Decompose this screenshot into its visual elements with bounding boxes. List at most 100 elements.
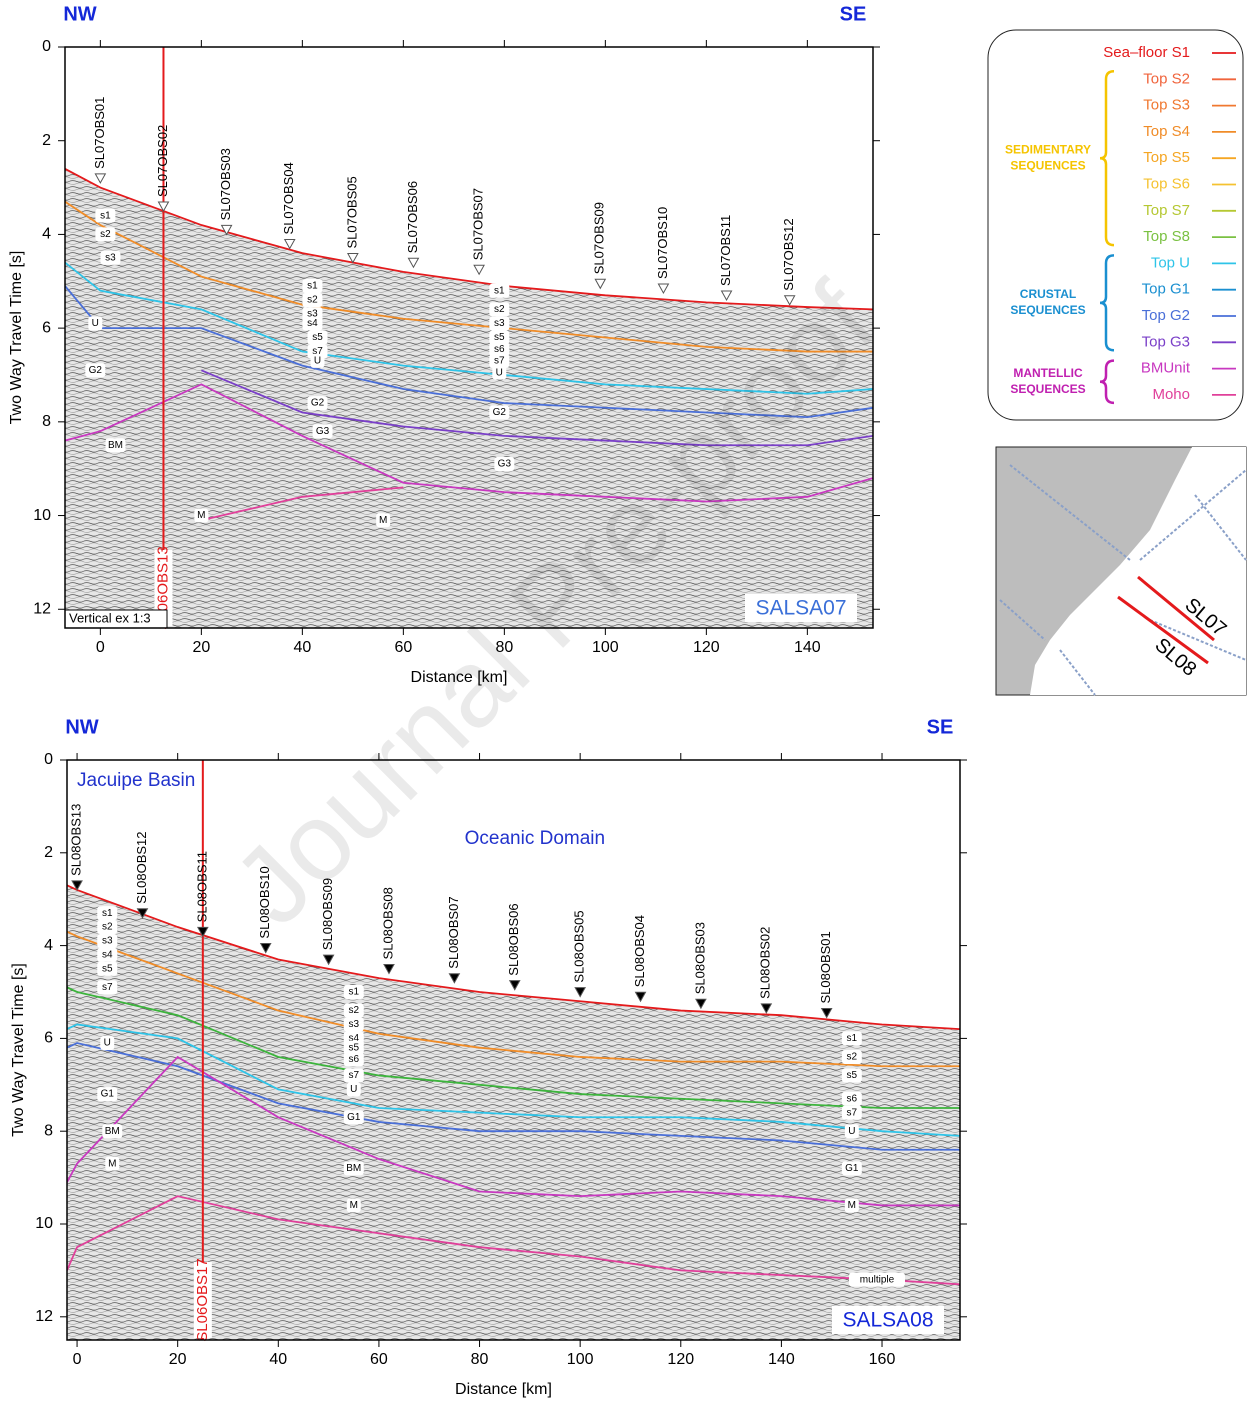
direction-label: NW (63, 3, 96, 25)
legend-box (988, 30, 1243, 420)
obs-label: SL07OBS03 (218, 148, 233, 220)
horizon-label: s3 (494, 318, 505, 329)
horizon-label: s2 (100, 229, 111, 240)
horizon-label: s1 (307, 281, 318, 292)
horizon-label: s3 (102, 936, 113, 947)
obs-label: SL07OBS09 (592, 202, 607, 274)
horizon-label: s2 (102, 922, 113, 933)
y-axis-label: Two Way Travel Time [s] (10, 963, 27, 1137)
y-tick-label: 10 (33, 507, 51, 524)
legend-label: Top S8 (1143, 228, 1190, 245)
horizon-label: s7 (494, 356, 505, 367)
horizon-label: s2 (847, 1052, 858, 1063)
horizon-label: U (350, 1084, 357, 1095)
x-tick-label: 120 (667, 1351, 694, 1368)
x-tick-label: 20 (192, 639, 210, 656)
horizon-label: G3 (316, 426, 330, 437)
obs-label: SL08OBS03 (692, 922, 707, 994)
legend-group-label: MANTELLIC (1013, 366, 1083, 380)
horizon-label: s7 (847, 1107, 858, 1118)
horizon-label: s3 (105, 252, 116, 263)
legend-label: Top S2 (1143, 70, 1190, 87)
horizon-label: BM (105, 1126, 120, 1137)
obs-label: SL08OBS13 (68, 804, 83, 876)
horizon-label: U (496, 367, 503, 378)
x-tick-label: 140 (794, 639, 821, 656)
obs-label: SL08OBS04 (632, 915, 647, 987)
horizon-label: s6 (494, 344, 505, 355)
horizon-label: M (350, 1200, 358, 1211)
obs-label: SL08OBS05 (572, 910, 587, 982)
horizon-label: s1 (494, 285, 505, 296)
horizon-label: U (104, 1038, 111, 1049)
figure: 020406080100120140024681012Distance [km]… (0, 0, 1249, 1405)
obs-label: SL08OBS07 (446, 896, 461, 968)
y-tick-label: 2 (44, 844, 53, 861)
horizon-label: s1 (847, 1033, 858, 1044)
obs-label: SL07OBS05 (344, 176, 359, 248)
profile-title: SALSA07 (755, 597, 846, 620)
horizon-label: s1 (102, 908, 113, 919)
legend-label: Top U (1151, 254, 1190, 271)
horizon-label: M (379, 515, 387, 526)
legend-label: Moho (1152, 386, 1190, 403)
y-tick-label: 0 (44, 751, 53, 768)
y-tick-label: 4 (42, 226, 51, 243)
annotation: Jacuipe Basin (77, 770, 195, 791)
x-tick-label: 40 (269, 1351, 287, 1368)
legend-group-label: SEQUENCES (1010, 158, 1085, 172)
obs-label: SL07OBS11 (718, 215, 733, 286)
horizon-label: s1 (100, 210, 111, 221)
legend-label: Top G1 (1142, 281, 1190, 298)
horizon-label: BM (346, 1163, 361, 1174)
horizon-label: G2 (89, 365, 103, 376)
horizon-label: U (92, 318, 99, 329)
horizon-label: s6 (348, 1054, 359, 1065)
x-tick-label: 40 (293, 639, 311, 656)
horizon-label: s4 (307, 318, 318, 329)
horizon-label: s7 (102, 982, 113, 993)
horizon-label: U (848, 1126, 855, 1137)
horizon-label: s2 (494, 304, 505, 315)
horizon-label: s2 (348, 1005, 359, 1016)
location-map: SL07 SL08 (996, 447, 1246, 695)
legend-label: Sea–floor S1 (1103, 44, 1190, 61)
y-tick-label: 6 (44, 1030, 53, 1047)
x-tick-label: 140 (768, 1351, 795, 1368)
horizon-label: M (848, 1200, 856, 1211)
annotation: Oceanic Domain (465, 828, 605, 849)
y-tick-label: 8 (44, 1122, 53, 1139)
obs-label: SL08OBS12 (134, 831, 149, 903)
obs-label: SL07OBS07 (471, 188, 486, 260)
legend-label: Top S6 (1143, 175, 1190, 192)
legend-label: Top S3 (1143, 97, 1190, 114)
horizon-label: G3 (498, 459, 512, 470)
crossing-label: SL06OBS17 (194, 1258, 211, 1341)
x-tick-label: 0 (73, 1351, 82, 1368)
horizon-label: s5 (348, 1042, 359, 1053)
legend-label: Top S7 (1143, 202, 1190, 219)
x-tick-label: 100 (567, 1351, 594, 1368)
legend-label: Top G3 (1142, 333, 1190, 350)
obs-label: SL07OBS06 (405, 181, 420, 253)
horizon-label: s2 (307, 295, 318, 306)
x-tick-label: 120 (693, 639, 720, 656)
obs-label: SL07OBS10 (655, 207, 670, 279)
legend-group-label: SEQUENCES (1010, 303, 1085, 317)
horizon-label: G2 (311, 398, 325, 409)
y-axis-label: Two Way Travel Time [s] (8, 251, 25, 425)
x-tick-label: 60 (370, 1351, 388, 1368)
y-tick-label: 8 (42, 413, 51, 430)
horizon-label: s5 (102, 963, 113, 974)
legend-group-label: CRUSTAL (1020, 287, 1076, 301)
x-tick-label: 0 (96, 639, 105, 656)
y-tick-label: 12 (33, 600, 51, 617)
horizon-label: BM (108, 440, 123, 451)
obs-label: SL07OBS04 (281, 162, 296, 234)
horizon-label: multiple (860, 1274, 895, 1285)
horizon-label: G2 (493, 407, 507, 418)
horizon-label: M (108, 1158, 116, 1169)
obs-label: SL08OBS08 (380, 887, 395, 959)
horizon-label: s1 (348, 987, 359, 998)
